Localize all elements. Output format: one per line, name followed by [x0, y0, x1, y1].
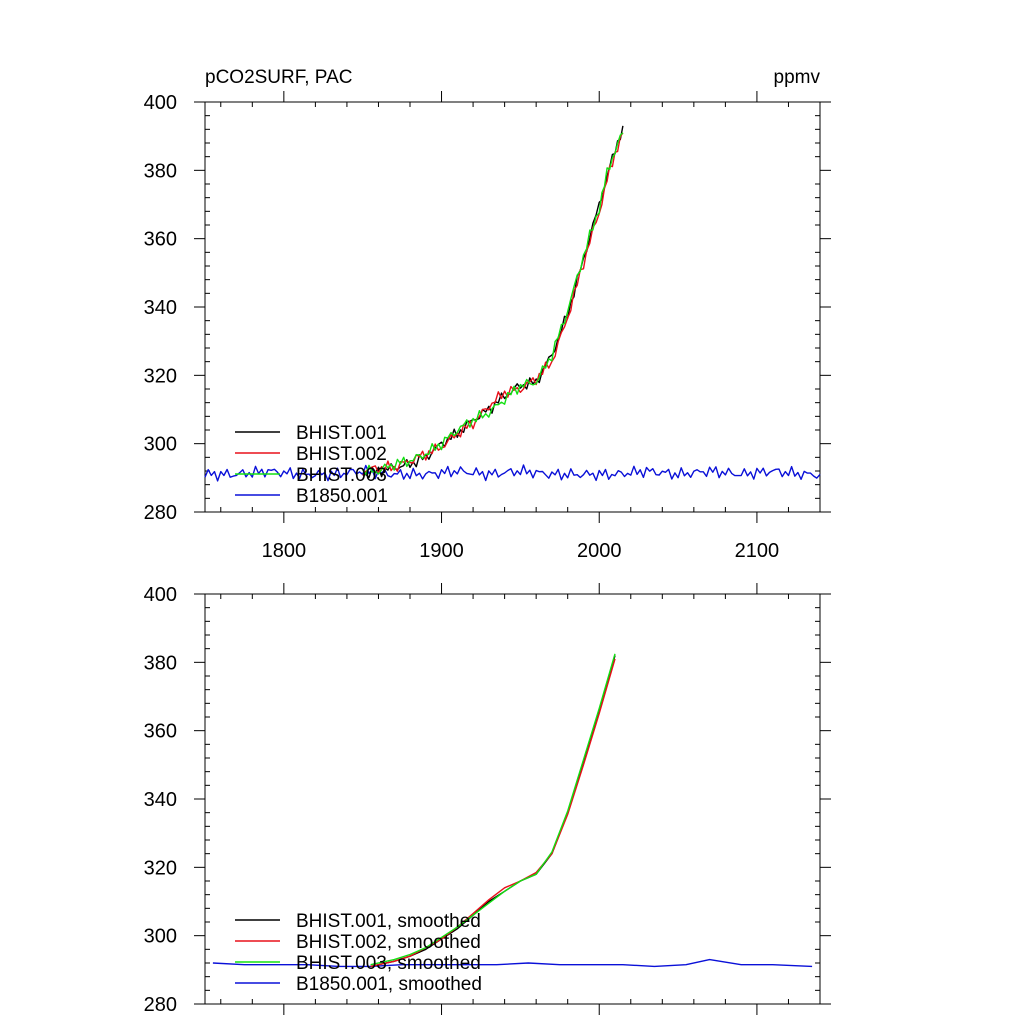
- x-tick-label: 2000: [577, 540, 622, 562]
- chart-units: ppmv: [774, 67, 821, 88]
- y-tick-label: 340: [144, 789, 177, 811]
- legend-label: BHIST.003, smoothed: [296, 953, 481, 974]
- top-panel: 280 300 320 340 360 380 400 1800 1900 2000 2100 BHI…: [144, 91, 831, 562]
- x-tick-label: 1900: [419, 540, 464, 562]
- y-tick-label: 400: [144, 584, 177, 606]
- series-line-3: [204, 464, 821, 482]
- x-tick-label: 2100: [735, 540, 780, 562]
- x-tick-label: 1800: [262, 540, 307, 562]
- y-tick-label: 320: [144, 857, 177, 879]
- legend-label: BHIST.002: [296, 444, 387, 465]
- y-tick-label: 320: [144, 365, 177, 387]
- legend-label: B1850.001: [296, 486, 388, 507]
- legend-label: BHIST.001: [296, 423, 387, 444]
- legend-label: BHIST.001, smoothed: [296, 911, 481, 932]
- series-line-2: [362, 132, 624, 475]
- y-tick-label: 360: [144, 229, 177, 251]
- y-tick-label: 380: [144, 652, 177, 674]
- y-tick-label: 300: [144, 926, 177, 948]
- legend-label: BHIST.002, smoothed: [296, 932, 481, 953]
- series-line-1: [362, 132, 624, 476]
- legend-label: B1850.001, smoothed: [296, 974, 482, 995]
- y-tick-label: 360: [144, 721, 177, 743]
- chart-title: pCO2SURF, PAC: [205, 67, 352, 88]
- series-line-2: [370, 653, 616, 966]
- y-tick-label: 280: [144, 994, 177, 1016]
- y-tick-label: 400: [144, 92, 177, 114]
- series-line-0: [362, 125, 624, 479]
- y-tick-label: 340: [144, 297, 177, 319]
- y-tick-label: 300: [144, 434, 177, 456]
- y-tick-label: 380: [144, 160, 177, 182]
- series-line-1: [370, 658, 616, 968]
- bottom-panel: 280 300 320 340 360 380 400 BHIST.001, smoothed…: [144, 583, 831, 1016]
- legend-label: BHIST.003: [296, 465, 387, 486]
- y-tick-label: 280: [144, 502, 177, 524]
- series-line-3: [212, 958, 813, 968]
